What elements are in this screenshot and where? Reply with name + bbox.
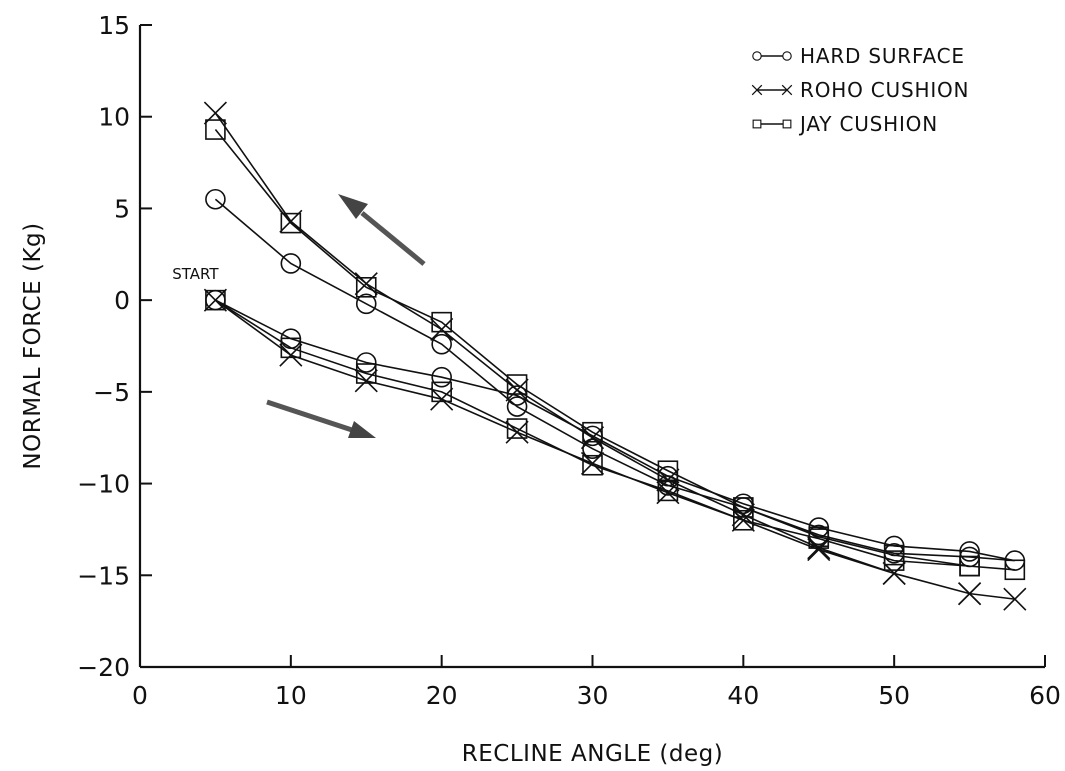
data-point-hard-surface — [280, 253, 302, 274]
arrow-decreasing-angle-icon — [338, 194, 426, 266]
y-tick-label: 0 — [114, 286, 130, 315]
data-point-hard-surface — [355, 352, 377, 373]
series-group — [203, 101, 1027, 611]
data-point-roho-cushion — [807, 538, 831, 562]
series-jay-cushion — [205, 119, 1026, 581]
x-tick-label: 40 — [727, 681, 759, 710]
data-point-jay-cushion — [733, 497, 754, 518]
data-point-roho-cushion — [430, 317, 454, 342]
y-tick-label: 15 — [98, 11, 130, 40]
data-point-hard-surface — [959, 541, 980, 562]
series-line-jay-cushion — [214, 129, 1015, 571]
data-point-hard-surface — [431, 333, 452, 355]
arrow-increasing-angle-icon — [266, 399, 376, 438]
x-axis-title: RECLINE ANGLE (deg) — [462, 741, 723, 767]
direction-arrows — [266, 194, 426, 438]
data-point-hard-surface — [506, 396, 528, 417]
legend-label: JAY CUSHION — [798, 112, 938, 136]
data-point-jay-cushion — [506, 374, 528, 395]
data-point-jay-cushion — [733, 509, 754, 531]
x-tick-label: 0 — [132, 681, 148, 710]
y-tick-label: −10 — [77, 470, 130, 499]
data-point-roho-cushion — [354, 369, 378, 393]
series-line-roho-cushion — [214, 112, 1015, 600]
series-hard-surface — [205, 188, 1026, 571]
data-point-jay-cushion — [582, 454, 603, 476]
y-ticks: −20 −15 −10 −5 0 5 10 15 — [77, 11, 152, 682]
y-tick-label: −15 — [77, 561, 130, 590]
data-point-hard-surface — [582, 438, 603, 460]
y-tick-label: 10 — [98, 103, 130, 132]
legend-label: HARD SURFACE — [800, 44, 965, 68]
series-roho-cushion — [203, 101, 1027, 611]
data-point-jay-cushion — [205, 289, 226, 311]
data-point-roho-cushion — [1003, 587, 1027, 611]
legend: HARD SURFACE ROHO CUSHION JAY CUSHION — [751, 44, 969, 136]
data-point-roho-cushion — [430, 387, 454, 411]
y-tick-label: −20 — [77, 653, 130, 682]
legend-item-roho-cushion: ROHO CUSHION — [751, 78, 969, 102]
legend-item-jay-cushion: JAY CUSHION — [752, 112, 938, 136]
data-point-jay-cushion — [431, 311, 452, 333]
x-tick-label: 10 — [275, 681, 307, 710]
data-point-hard-surface — [205, 188, 226, 210]
data-point-jay-cushion — [883, 544, 905, 566]
y-tick-label: −5 — [93, 378, 130, 407]
y-tick-label: 5 — [114, 194, 130, 223]
data-point-roho-cushion — [279, 343, 303, 367]
data-point-jay-cushion — [355, 277, 377, 298]
data-point-hard-surface — [355, 293, 377, 315]
legend-item-hard-surface: HARD SURFACE — [752, 44, 965, 68]
x-ticks: 0 10 20 30 40 50 60 — [132, 655, 1061, 710]
x-tick-label: 30 — [577, 681, 609, 710]
series-line-hard-surface — [214, 198, 1015, 562]
data-point-jay-cushion — [657, 460, 679, 482]
legend-label: ROHO CUSHION — [800, 78, 969, 102]
y-axis-title: NORMAL FORCE (Kg) — [20, 222, 46, 469]
data-point-hard-surface — [431, 366, 452, 388]
data-point-roho-cushion — [580, 426, 605, 450]
data-point-jay-cushion — [280, 212, 302, 234]
data-point-roho-cushion — [505, 378, 529, 402]
data-point-roho-cushion — [958, 582, 982, 606]
start-annotation: START — [172, 265, 219, 283]
x-tick-label: 50 — [878, 681, 910, 710]
data-point-jay-cushion — [506, 418, 528, 439]
data-point-jay-cushion — [808, 526, 830, 548]
data-point-jay-cushion — [431, 381, 452, 403]
data-point-jay-cushion — [280, 337, 302, 359]
data-point-jay-cushion — [959, 555, 980, 577]
data-point-roho-cushion — [882, 561, 906, 586]
data-point-jay-cushion — [355, 363, 377, 384]
data-point-jay-cushion — [657, 480, 679, 502]
data-point-jay-cushion — [1004, 559, 1026, 581]
data-point-jay-cushion — [582, 421, 603, 443]
x-tick-label: 20 — [426, 681, 458, 710]
x-tick-label: 60 — [1029, 681, 1061, 710]
data-point-jay-cushion — [205, 119, 226, 140]
